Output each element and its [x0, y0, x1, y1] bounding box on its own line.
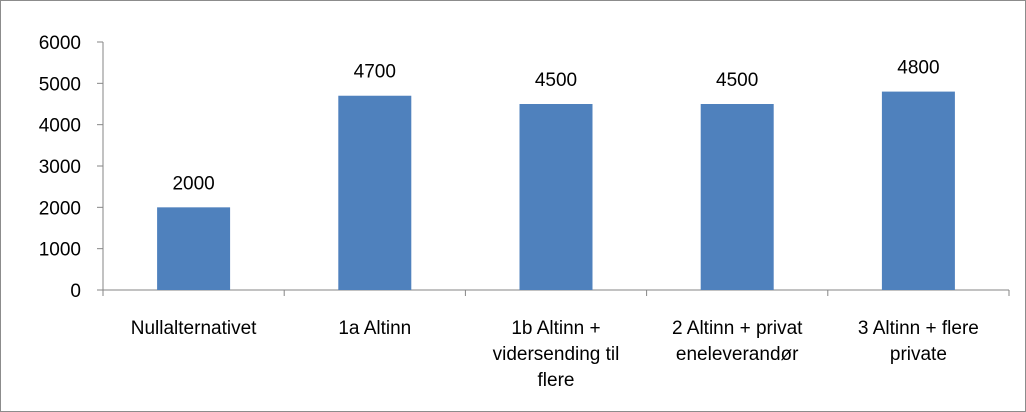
category-label-line: 2 Altinn + privat: [672, 318, 803, 339]
category-label-line: Nullalternativet: [131, 318, 257, 339]
category-label-line: 3 Altinn + flere: [858, 318, 979, 339]
category-label-line: eneleverandør: [676, 344, 799, 365]
data-label: 4500: [535, 70, 577, 91]
category-labels: Nullalternativet 1a Altinn 1b Altinn + vide…: [131, 318, 979, 391]
y-tick-label: 2000: [39, 198, 81, 219]
data-labels: 2000 4700 4500 4500 4800: [172, 58, 939, 195]
data-label: 4700: [354, 62, 396, 83]
category-label: 2 Altinn + privat eneleverandør: [672, 318, 803, 365]
category-label-line: flere: [538, 370, 575, 391]
bar: [519, 104, 593, 290]
bar: [157, 207, 231, 290]
y-tick-label: 5000: [39, 74, 81, 95]
category-label-line: private: [890, 344, 947, 365]
bar: [881, 91, 955, 290]
data-label: 4800: [897, 58, 939, 79]
y-tick-label: 4000: [39, 116, 81, 137]
category-label: 3 Altinn + flere private: [858, 318, 979, 365]
category-label-line: vidersending til: [493, 344, 620, 365]
y-tick-label: 0: [70, 281, 81, 302]
data-label: 2000: [172, 173, 214, 194]
category-label-line: 1b Altinn +: [511, 318, 600, 339]
bars: [157, 91, 955, 290]
y-tick-label: 6000: [39, 33, 81, 54]
category-label: 1b Altinn + vidersending til flere: [493, 318, 620, 391]
bar: [700, 104, 774, 290]
y-tick-label: 3000: [39, 157, 81, 178]
data-label: 4500: [716, 70, 758, 91]
category-label-line: 1a Altinn: [338, 318, 411, 339]
bar: [338, 95, 412, 290]
y-tick-label: 1000: [39, 240, 81, 261]
category-label: 1a Altinn: [338, 318, 411, 339]
y-axis: 0 1000 2000 3000 4000 5000 6000: [39, 33, 104, 302]
x-axis: [102, 289, 1010, 296]
category-label: Nullalternativet: [131, 318, 257, 339]
